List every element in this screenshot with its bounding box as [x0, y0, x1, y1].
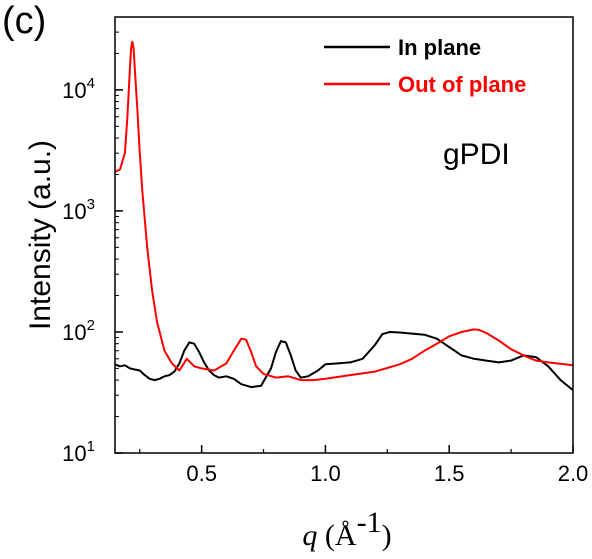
series-line-in-plane — [115, 331, 573, 391]
y-tick-label: 103 — [62, 196, 95, 224]
ticks-layer: 0.5 1.0 1.5 2.0 101 102 103 104 — [62, 31, 589, 486]
x-axis-label-exp: -1 — [357, 506, 382, 539]
y-axis-label: Intensity (a.u.) — [24, 140, 57, 330]
legend-label-in-plane: In plane — [398, 35, 481, 60]
y-tick-label: 102 — [62, 317, 95, 345]
chart-annotation: gPDI — [443, 138, 510, 171]
x-tick-label: 1.0 — [310, 461, 341, 486]
x-axis-label-var: q — [302, 519, 317, 552]
series-line-out-of-plane — [115, 40, 573, 382]
x-tick-label: 0.5 — [186, 461, 217, 486]
plot-frame — [114, 16, 574, 454]
y-tick-label: 101 — [62, 438, 95, 466]
panel-label: (c) — [2, 0, 47, 42]
y-tick-label: 104 — [62, 75, 95, 103]
x-axis-label: q (Å-1) — [302, 506, 391, 552]
x-tick-label: 1.5 — [434, 461, 465, 486]
x-axis-label-unit: (Å — [317, 519, 356, 552]
series-layer — [115, 40, 573, 391]
x-tick-label: 2.0 — [558, 461, 589, 486]
x-axis-label-close: ) — [382, 519, 392, 552]
legend-label-out-of-plane: Out of plane — [398, 72, 526, 97]
legend: In plane Out of plane — [324, 35, 526, 97]
